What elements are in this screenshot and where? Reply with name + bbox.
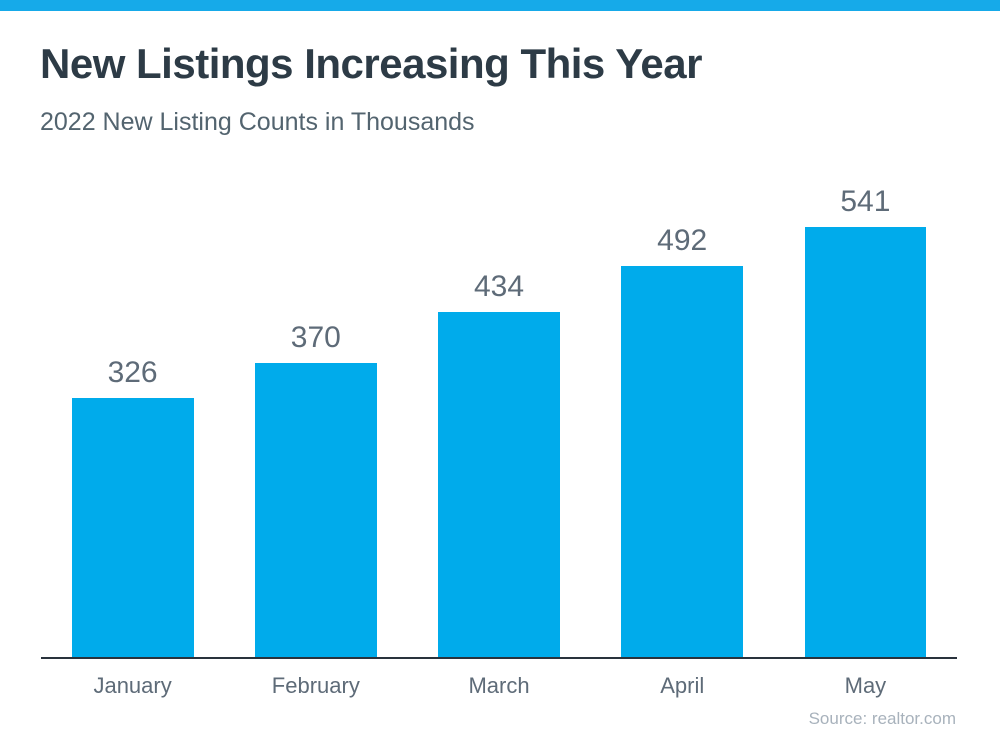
bar-chart: 326 370 434 492 541 January February March Apri… xyxy=(41,170,957,699)
chart-title: New Listings Increasing This Year xyxy=(40,40,702,87)
plot-area: 326 370 434 492 541 xyxy=(41,170,957,659)
bar xyxy=(804,227,927,657)
source-attribution: Source: realtor.com xyxy=(808,709,956,728)
bar-group: 541 xyxy=(774,170,957,657)
x-axis-labels: January February March April May xyxy=(41,659,957,699)
bar xyxy=(621,266,744,657)
bar-value-label: 326 xyxy=(107,356,158,389)
x-axis-label: January xyxy=(93,673,172,698)
bar-group: 326 xyxy=(41,170,224,657)
bar-group: 370 xyxy=(224,170,407,657)
x-axis-label: February xyxy=(271,673,360,698)
bar-value-label: 541 xyxy=(840,185,891,218)
top-accent-bar xyxy=(0,0,1000,11)
x-axis-label: April xyxy=(660,673,705,698)
bar-group: 434 xyxy=(407,170,590,657)
bar-group: 492 xyxy=(591,170,774,657)
x-axis-label: May xyxy=(844,673,887,698)
chart-subtitle: 2022 New Listing Counts in Thousands xyxy=(40,108,475,136)
bar-value-label: 434 xyxy=(473,270,525,303)
bar xyxy=(254,363,377,657)
bar xyxy=(438,312,560,657)
bar-value-label: 492 xyxy=(657,224,708,257)
bar-value-label: 370 xyxy=(290,321,341,354)
x-axis-label: March xyxy=(468,673,530,698)
bar xyxy=(71,398,194,657)
